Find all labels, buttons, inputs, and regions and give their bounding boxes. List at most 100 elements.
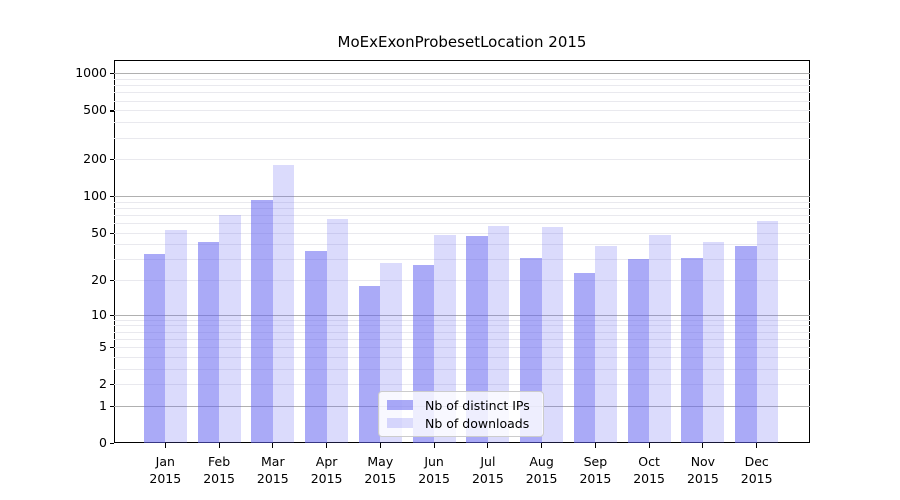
- gridline-minor: [114, 79, 810, 80]
- bar-nb-of-distinct-ips: [735, 245, 757, 443]
- gridline-minor: [114, 92, 810, 94]
- y-tick-label: 1000: [75, 65, 107, 81]
- y-tick-mark: [109, 232, 114, 234]
- x-tick-label: Dec 2015: [740, 454, 773, 486]
- gridline-minor: [114, 331, 810, 333]
- y-tick-mark: [109, 405, 114, 408]
- y-tick-label: 0: [99, 435, 107, 450]
- x-tick-label: Nov 2015: [686, 454, 719, 486]
- gridline-minor: [114, 207, 810, 209]
- legend-label: Nb of distinct IPs: [425, 397, 530, 413]
- gridline-major: [114, 314, 810, 316]
- y-tick-label: 50: [91, 224, 107, 240]
- x-tick-label: May 2015: [364, 454, 397, 486]
- y-tick-label: 200: [83, 151, 107, 167]
- gridline-minor: [114, 325, 810, 327]
- bar-nb-of-downloads: [487, 225, 510, 443]
- x-tick-mark: [487, 443, 489, 448]
- y-tick-mark: [109, 443, 114, 445]
- gridline-minor: [114, 110, 810, 112]
- gridline-major: [114, 73, 810, 75]
- bar-nb-of-distinct-ips: [681, 257, 703, 443]
- y-tick-label: 2: [99, 376, 107, 392]
- bar-nb-of-distinct-ips: [573, 273, 596, 443]
- x-tick-mark: [756, 443, 758, 448]
- legend-label: Nb of downloads: [425, 415, 530, 431]
- x-tick-mark: [648, 443, 650, 448]
- plot-area: [114, 60, 810, 443]
- gridline-minor: [114, 137, 810, 139]
- gridline-minor: [114, 122, 810, 124]
- legend-item: Nb of downloads: [387, 416, 535, 431]
- y-tick-mark: [109, 347, 114, 349]
- y-tick-mark: [109, 384, 114, 386]
- legend-item: Nb of distinct IPs: [387, 398, 535, 413]
- bar-nb-of-downloads: [702, 241, 725, 443]
- y-tick-label: 1: [99, 397, 107, 413]
- gridline-minor: [114, 232, 810, 234]
- gridline-minor: [114, 159, 810, 161]
- x-tick-label: Feb 2015: [203, 454, 235, 486]
- x-tick-label: Apr 2015: [310, 454, 343, 486]
- x-tick-label: Mar 2015: [256, 454, 289, 486]
- bar-nb-of-downloads: [165, 229, 187, 443]
- y-tick-label: 500: [83, 102, 107, 118]
- chart-title: MoExExonProbesetLocation 2015: [337, 33, 587, 51]
- x-tick-label: Aug 2015: [525, 454, 558, 486]
- bar-nb-of-downloads: [434, 234, 456, 443]
- gridline-major: [114, 196, 810, 198]
- bar-nb-of-distinct-ips: [143, 254, 166, 443]
- gridline-minor: [114, 100, 810, 102]
- x-tick-label: Jul 2015: [471, 454, 504, 486]
- gridline-minor: [114, 280, 810, 282]
- x-tick-label: Jun 2015: [418, 454, 450, 486]
- y-tick-mark: [109, 196, 114, 198]
- bar-nb-of-downloads: [272, 164, 295, 443]
- gridline-minor: [114, 356, 810, 358]
- y-tick-mark: [109, 73, 114, 75]
- legend: Nb of distinct IPs Nb of downloads: [378, 391, 544, 437]
- bar-nb-of-distinct-ips: [627, 259, 650, 443]
- bar-nb-of-distinct-ips: [305, 251, 327, 443]
- x-tick-mark: [541, 443, 543, 448]
- x-tick-mark: [433, 443, 435, 448]
- bar-nb-of-downloads: [595, 245, 617, 443]
- x-tick-mark: [702, 443, 704, 448]
- x-tick-mark: [594, 443, 596, 448]
- y-tick-label: 20: [91, 272, 107, 288]
- gridline-minor: [114, 85, 810, 87]
- x-tick-label: Jan 2015: [149, 454, 182, 486]
- gridline-minor: [114, 244, 810, 246]
- x-tick-mark: [218, 443, 220, 448]
- gridline-minor: [114, 347, 810, 349]
- x-tick-mark: [326, 443, 328, 448]
- x-tick-mark: [164, 443, 166, 448]
- gridline-minor: [114, 338, 810, 340]
- y-tick-label: 100: [83, 188, 107, 204]
- y-tick-mark: [109, 314, 114, 316]
- y-tick-mark: [109, 280, 114, 282]
- bar-nb-of-downloads: [541, 226, 564, 443]
- legend-swatch: [387, 400, 413, 410]
- x-tick-label: Oct 2015: [633, 454, 665, 486]
- x-tick-mark: [379, 443, 381, 448]
- bar-nb-of-distinct-ips: [251, 199, 273, 443]
- y-tick-mark: [109, 159, 114, 161]
- gridline-minor: [114, 384, 810, 386]
- y-tick-label: 10: [91, 306, 107, 322]
- y-tick-label: 5: [99, 339, 107, 355]
- x-tick-label: Sep 2015: [579, 454, 612, 486]
- legend-swatch: [387, 418, 413, 428]
- gridline-minor: [114, 223, 810, 224]
- gridline-minor: [114, 368, 810, 370]
- gridline-minor: [114, 214, 810, 216]
- gridline-minor: [114, 319, 810, 321]
- x-tick-mark: [272, 443, 274, 448]
- gridline-minor: [114, 201, 810, 203]
- bar-nb-of-downloads: [649, 234, 671, 443]
- bar-nb-of-downloads: [326, 218, 349, 443]
- bar-nb-of-downloads: [219, 214, 241, 443]
- gridline-minor: [114, 259, 810, 261]
- y-tick-mark: [109, 110, 114, 112]
